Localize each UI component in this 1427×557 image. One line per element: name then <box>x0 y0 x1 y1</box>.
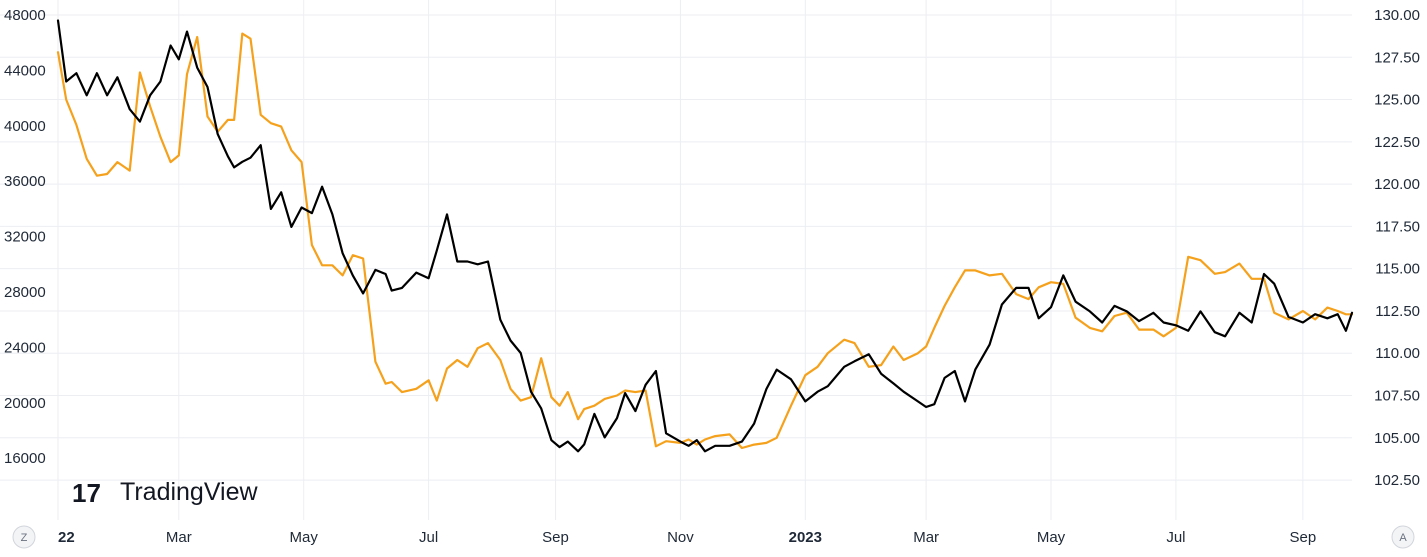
x-tick-label: Mar <box>913 529 939 546</box>
x-tick-label: Mar <box>166 529 192 546</box>
grid-lines <box>0 0 1352 520</box>
x-tick-label: May <box>290 529 319 546</box>
corner-right-label: A <box>1399 532 1407 544</box>
x-tick-label: 22 <box>58 529 75 546</box>
y-right-tick-label: 110.00 <box>1375 345 1420 362</box>
y-right-tick-label: 120.00 <box>1374 176 1420 193</box>
y-right-tick-label: 122.50 <box>1374 134 1420 151</box>
y-right-tick-label: 112.50 <box>1375 303 1420 320</box>
x-tick-label: Jul <box>1166 529 1185 546</box>
y-left-tick-label: 40000 <box>4 118 46 135</box>
x-tick-label: Nov <box>667 529 694 546</box>
watermark: 17 TradingView <box>72 478 259 508</box>
y-left-tick-label: 28000 <box>4 284 46 301</box>
y-left-tick-label: 20000 <box>4 395 46 412</box>
x-tick-label: May <box>1037 529 1066 546</box>
y-left-tick-label: 36000 <box>4 173 46 190</box>
y-axis-right: 130.00 127.50 125.00 122.50 120.00 117.50 115.… <box>1374 7 1420 489</box>
y-right-tick-label: 127.50 <box>1374 49 1420 66</box>
y-right-tick-label: 105.00 <box>1374 430 1420 447</box>
x-tick-label: Jul <box>419 529 438 546</box>
x-tick-label: Sep <box>1290 529 1317 546</box>
y-left-tick-label: 44000 <box>4 62 46 79</box>
y-axis-left: 48000 44000 40000 36000 32000 28000 24000 20000… <box>4 7 46 467</box>
y-right-tick-label: 117.50 <box>1375 218 1420 235</box>
y-right-tick-label: 102.50 <box>1374 472 1420 489</box>
y-left-tick-label: 48000 <box>4 7 46 24</box>
watermark-logo-mark: 17 <box>72 478 101 508</box>
series-line-orange <box>56 32 1354 450</box>
y-left-tick-label: 24000 <box>4 339 46 356</box>
corner-left-label: Z <box>21 532 28 544</box>
corner-right-button[interactable]: A <box>1391 525 1415 549</box>
y-right-tick-label: 125.00 <box>1374 92 1420 109</box>
series-lines <box>56 19 1354 453</box>
y-right-tick-label: 107.50 <box>1374 388 1420 405</box>
watermark-text: TradingView <box>120 478 259 506</box>
x-tick-label: Sep <box>542 529 569 546</box>
y-left-tick-label: 32000 <box>4 229 46 246</box>
y-right-tick-label: 115.00 <box>1375 261 1420 278</box>
y-left-tick-label: 16000 <box>4 450 46 467</box>
x-axis: 22 Mar May Jul Sep Nov 2023 Mar May Jul Sep <box>58 529 1316 546</box>
x-tick-label: 2023 <box>789 529 822 546</box>
series-line-black <box>56 19 1354 453</box>
corner-left-button[interactable]: Z <box>12 525 36 549</box>
y-right-tick-label: 130.00 <box>1374 7 1420 24</box>
